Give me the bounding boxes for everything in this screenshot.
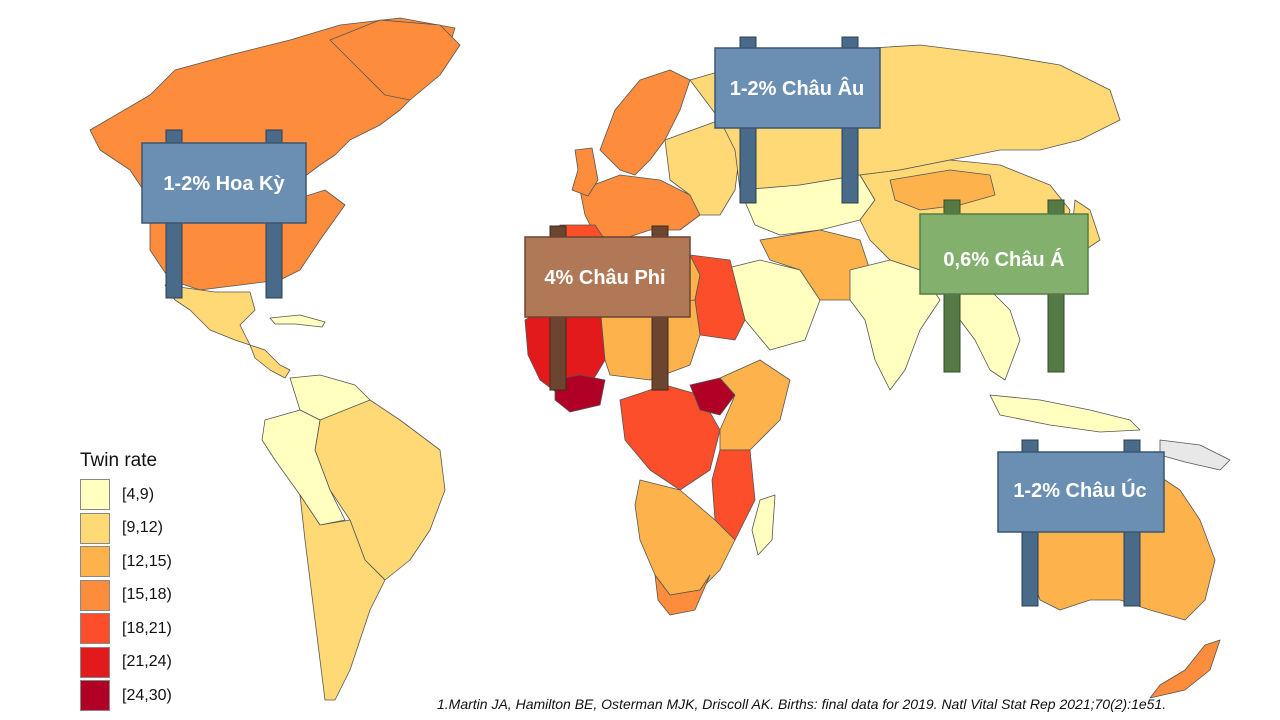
legend-swatch-1 (80, 512, 110, 544)
sign-europe: 1-2% Châu Âu (714, 36, 881, 204)
legend-row-3: [15,18) (80, 579, 200, 613)
legend-row-0: [4,9) (80, 478, 200, 512)
sign-asia-label: 0,6% Châu Á (943, 248, 1064, 271)
region-uk (571, 147, 599, 197)
region-madagascar (751, 494, 776, 556)
legend-swatch-4 (80, 613, 110, 645)
legend-row-4: [18,21) (80, 612, 200, 646)
region-east-africa (719, 359, 791, 451)
sign-north-america: 1-2% Hoa Kỳ (141, 129, 307, 299)
region-argentina-chile (299, 494, 386, 701)
legend-title: Twin rate (80, 450, 158, 471)
citation: 1.Martin JA, Hamilton BE, Osterman MJK, … (437, 696, 1167, 712)
legend-row-5: [21,24) (80, 646, 200, 680)
region-scandinavia (599, 69, 691, 176)
legend-row-2: [12,15) (80, 545, 200, 579)
legend-swatch-3 (80, 579, 110, 611)
region-central-america (249, 344, 291, 379)
region-caribbean (269, 314, 326, 328)
region-gulf-of-guinea (554, 374, 606, 413)
sign-asia-board (919, 213, 1089, 295)
sign-asia: 0,6% Châu Á (919, 199, 1089, 373)
legend-label-6: [24,30) (122, 686, 172, 704)
sign-north-america-label: 1-2% Hoa Kỳ (163, 173, 285, 195)
sign-africa-label: 4% Châu Phi (544, 267, 665, 289)
sign-oceania: 1-2% Châu Úc (997, 439, 1165, 607)
sign-europe-label: 1-2% Châu Âu (730, 76, 864, 100)
region-india (849, 259, 941, 391)
legend-swatch-0 (80, 479, 110, 511)
legend-label-5: [21,24) (122, 653, 172, 671)
legend-label-4: [18,21) (122, 619, 172, 637)
sign-europe-board (714, 47, 881, 129)
region-papua (1159, 439, 1231, 471)
legend-label-3: [15,18) (122, 586, 172, 604)
region-egypt-sudan (689, 254, 746, 341)
sign-africa: 4% Châu Phi (524, 225, 691, 391)
sign-oceania-label: 1-2% Châu Úc (1013, 478, 1146, 502)
legend-label-2: [12,15) (122, 552, 172, 570)
legend-swatch-6 (80, 680, 110, 712)
region-south-sudan (689, 377, 736, 416)
legend-label-1: [9,12) (122, 519, 163, 537)
sign-north-america-board (141, 142, 307, 224)
sign-oceania-board (997, 451, 1165, 533)
legend-swatch-5 (80, 646, 110, 678)
region-mongolia (889, 169, 996, 211)
region-southeast-asia (949, 289, 1021, 381)
region-peru-bolivia (261, 409, 346, 526)
region-indonesia (989, 394, 1141, 433)
legend-row-1: [9,12) (80, 512, 200, 546)
legend-label-0: [4,9) (122, 485, 155, 503)
sign-africa-board (524, 236, 691, 318)
region-new-zealand (1149, 639, 1221, 699)
legend: Twin rate [4,9) [9,12) [12,15) [15,18) [… (80, 450, 200, 713)
legend-row-6: [24,30) (80, 679, 200, 713)
legend-swatch-2 (80, 546, 110, 578)
region-central-africa (619, 384, 721, 491)
region-south-africa (654, 574, 711, 616)
region-greenland (329, 19, 461, 101)
